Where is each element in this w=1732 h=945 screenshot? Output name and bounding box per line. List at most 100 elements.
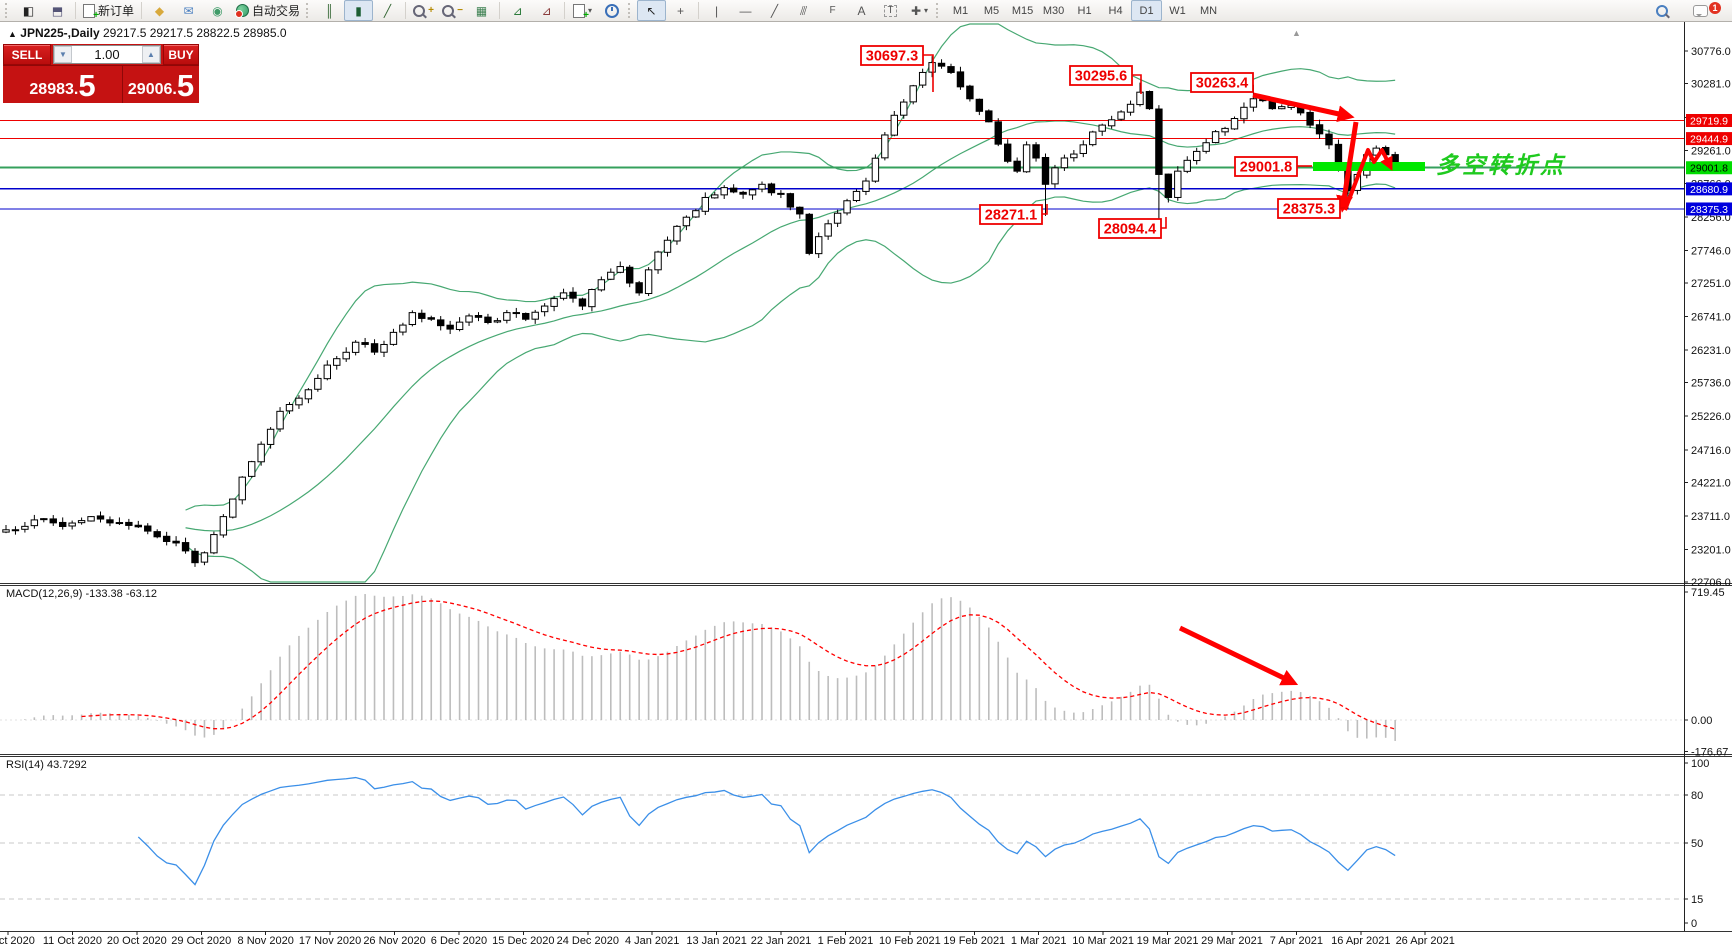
turning-point-bar[interactable]	[1313, 162, 1425, 171]
svg-text:26 Apr 2021: 26 Apr 2021	[1396, 935, 1455, 945]
toolbar-grip[interactable]	[306, 3, 311, 18]
crosshair-tool-button[interactable]: +	[666, 0, 695, 21]
candlestick-chart-button[interactable]: ▮	[344, 0, 374, 21]
separator	[698, 2, 700, 19]
fibonacci-tool-button[interactable]: F	[818, 0, 847, 21]
new-order-button[interactable]: + 新订单	[79, 0, 138, 21]
toolbar-grip[interactable]	[628, 3, 633, 18]
hline-tool-button[interactable]: —	[731, 0, 760, 21]
separator	[141, 2, 143, 19]
timeframe-w1[interactable]: W1	[1169, 4, 1186, 17]
trend-arrow[interactable]	[1336, 121, 1359, 213]
volume-increase-button[interactable]: ▲	[142, 46, 160, 63]
svg-text:27746.0: 27746.0	[1691, 245, 1731, 257]
chart-shift-icon: ⊿	[541, 3, 552, 18]
svg-text:719.45: 719.45	[1691, 587, 1725, 599]
add-indicator-button[interactable]: + ▾	[568, 0, 597, 21]
svg-text:29444.9: 29444.9	[1690, 134, 1728, 146]
bar-chart-button[interactable]: ║	[315, 0, 344, 21]
timeframe-h4[interactable]: H4	[1108, 4, 1123, 17]
price-annotation[interactable]: 28271.1	[979, 204, 1048, 225]
auto-scroll-button[interactable]: ⊿	[503, 0, 532, 21]
price-annotation[interactable]: 28094.4	[1098, 217, 1167, 239]
timeframe-m5[interactable]: M5	[983, 4, 1000, 17]
style-button[interactable]: ◆	[145, 0, 174, 21]
price-annotation[interactable]: 28375.3	[1277, 198, 1345, 219]
new-chart-button[interactable]: ◧	[14, 0, 43, 21]
timeframe-m30[interactable]: M30	[1042, 4, 1065, 17]
price-annotation[interactable]: 30295.6	[1069, 65, 1142, 94]
axis-price-badge: 29719.9	[1686, 113, 1732, 127]
cursor-tool-button[interactable]: ↖	[637, 0, 667, 21]
timeframe-mn[interactable]: MN	[1199, 4, 1218, 17]
sell-price[interactable]: 28983. 5	[3, 65, 123, 103]
volume-stepper: ▼ 1.00 ▲	[53, 45, 161, 64]
turning-point-note[interactable]: 多空转折点	[1436, 152, 1566, 178]
zoom-out-icon	[442, 4, 455, 17]
arrows-icon: ✚	[910, 3, 922, 18]
price-annotation[interactable]: 30263.4	[1190, 72, 1254, 93]
timeframe-m1[interactable]: M1	[952, 4, 969, 17]
trendline-tool-button[interactable]: ╱	[760, 0, 789, 21]
auto-trading-button[interactable]: 自动交易	[232, 0, 304, 21]
search-button[interactable]	[1647, 0, 1676, 21]
zoom-out-button[interactable]: −	[438, 0, 467, 21]
date-axis: 1 Oct 2020 11 Oct 2020 20 Oct 2020 29 Oct 2…	[0, 931, 1455, 945]
svg-text:0.00: 0.00	[1691, 715, 1712, 727]
auto-trading-label: 自动交易	[252, 4, 301, 18]
buy-button[interactable]: BUY	[163, 44, 199, 65]
svg-text:30263.4: 30263.4	[1196, 76, 1248, 92]
notifications-button[interactable]: 1	[1686, 0, 1721, 21]
label-tool-button[interactable]: T	[876, 0, 905, 21]
svg-text:29 Mar 2021: 29 Mar 2021	[1201, 935, 1263, 945]
toolbar-grip[interactable]	[5, 3, 10, 18]
separator	[405, 2, 407, 19]
volume-value[interactable]: 1.00	[94, 47, 120, 62]
svg-text:24221.0: 24221.0	[1691, 477, 1731, 489]
svg-text:22706.0: 22706.0	[1691, 577, 1731, 589]
trend-arrow[interactable]	[1252, 92, 1355, 123]
svg-text:16 Apr 2021: 16 Apr 2021	[1331, 935, 1390, 945]
signal-icon: ◉	[212, 3, 223, 18]
timeframe-h1[interactable]: H1	[1077, 4, 1092, 17]
label-icon: T	[884, 4, 897, 17]
periods-button[interactable]	[597, 0, 626, 21]
channel-tool-button[interactable]: ⫻	[789, 0, 818, 21]
signal-button[interactable]: ◉	[203, 0, 232, 21]
chart-shift-button[interactable]: ⊿	[532, 0, 561, 21]
toolbar-grip[interactable]	[936, 3, 941, 18]
sell-button[interactable]: SELL	[3, 44, 51, 65]
scroll-to-end-marker[interactable]: ▲	[1292, 28, 1301, 38]
trend-arrow[interactable]	[1343, 148, 1393, 211]
svg-text:27251.0: 27251.0	[1691, 278, 1731, 290]
tile-windows-button[interactable]: ▦	[467, 0, 496, 21]
notification-badge: 1	[1709, 2, 1721, 14]
text-tool-button[interactable]: A	[847, 0, 876, 21]
arrows-tool-button[interactable]: ✚ ▾	[905, 0, 934, 21]
svg-text:25226.0: 25226.0	[1691, 411, 1731, 423]
svg-text:29719.9: 29719.9	[1690, 115, 1728, 127]
svg-text:30295.6: 30295.6	[1075, 69, 1127, 85]
svg-text:26741.0: 26741.0	[1691, 312, 1731, 324]
svg-text:23201.0: 23201.0	[1691, 544, 1731, 556]
price-annotation[interactable]: 29001.8	[1234, 156, 1312, 177]
volume-decrease-button[interactable]: ▼	[54, 46, 72, 63]
svg-text:-176.67: -176.67	[1691, 746, 1728, 758]
line-chart-button[interactable]: ╱	[373, 0, 402, 21]
buy-price[interactable]: 29006. 5	[123, 65, 199, 103]
mail-button[interactable]: ✉	[174, 0, 203, 21]
timeframe-d1[interactable]: D1	[1131, 0, 1163, 21]
svg-text:28094.4: 28094.4	[1104, 222, 1156, 238]
svg-text:30281.0: 30281.0	[1691, 79, 1731, 91]
timeframe-m15[interactable]: M15	[1011, 4, 1034, 17]
zoom-in-button[interactable]: +	[409, 0, 438, 21]
vline-tool-button[interactable]: |	[702, 0, 731, 21]
svg-text:25736.0: 25736.0	[1691, 378, 1731, 390]
price-annotation[interactable]: 30697.3	[860, 45, 934, 92]
dropdown-arrow-icon: ▾	[924, 5, 929, 15]
trend-arrow[interactable]	[1178, 625, 1299, 686]
chart-profiles-button[interactable]: ⬒	[43, 0, 72, 21]
new-order-icon: +	[83, 3, 99, 20]
collapse-marker-icon[interactable]: ▲	[8, 29, 17, 39]
